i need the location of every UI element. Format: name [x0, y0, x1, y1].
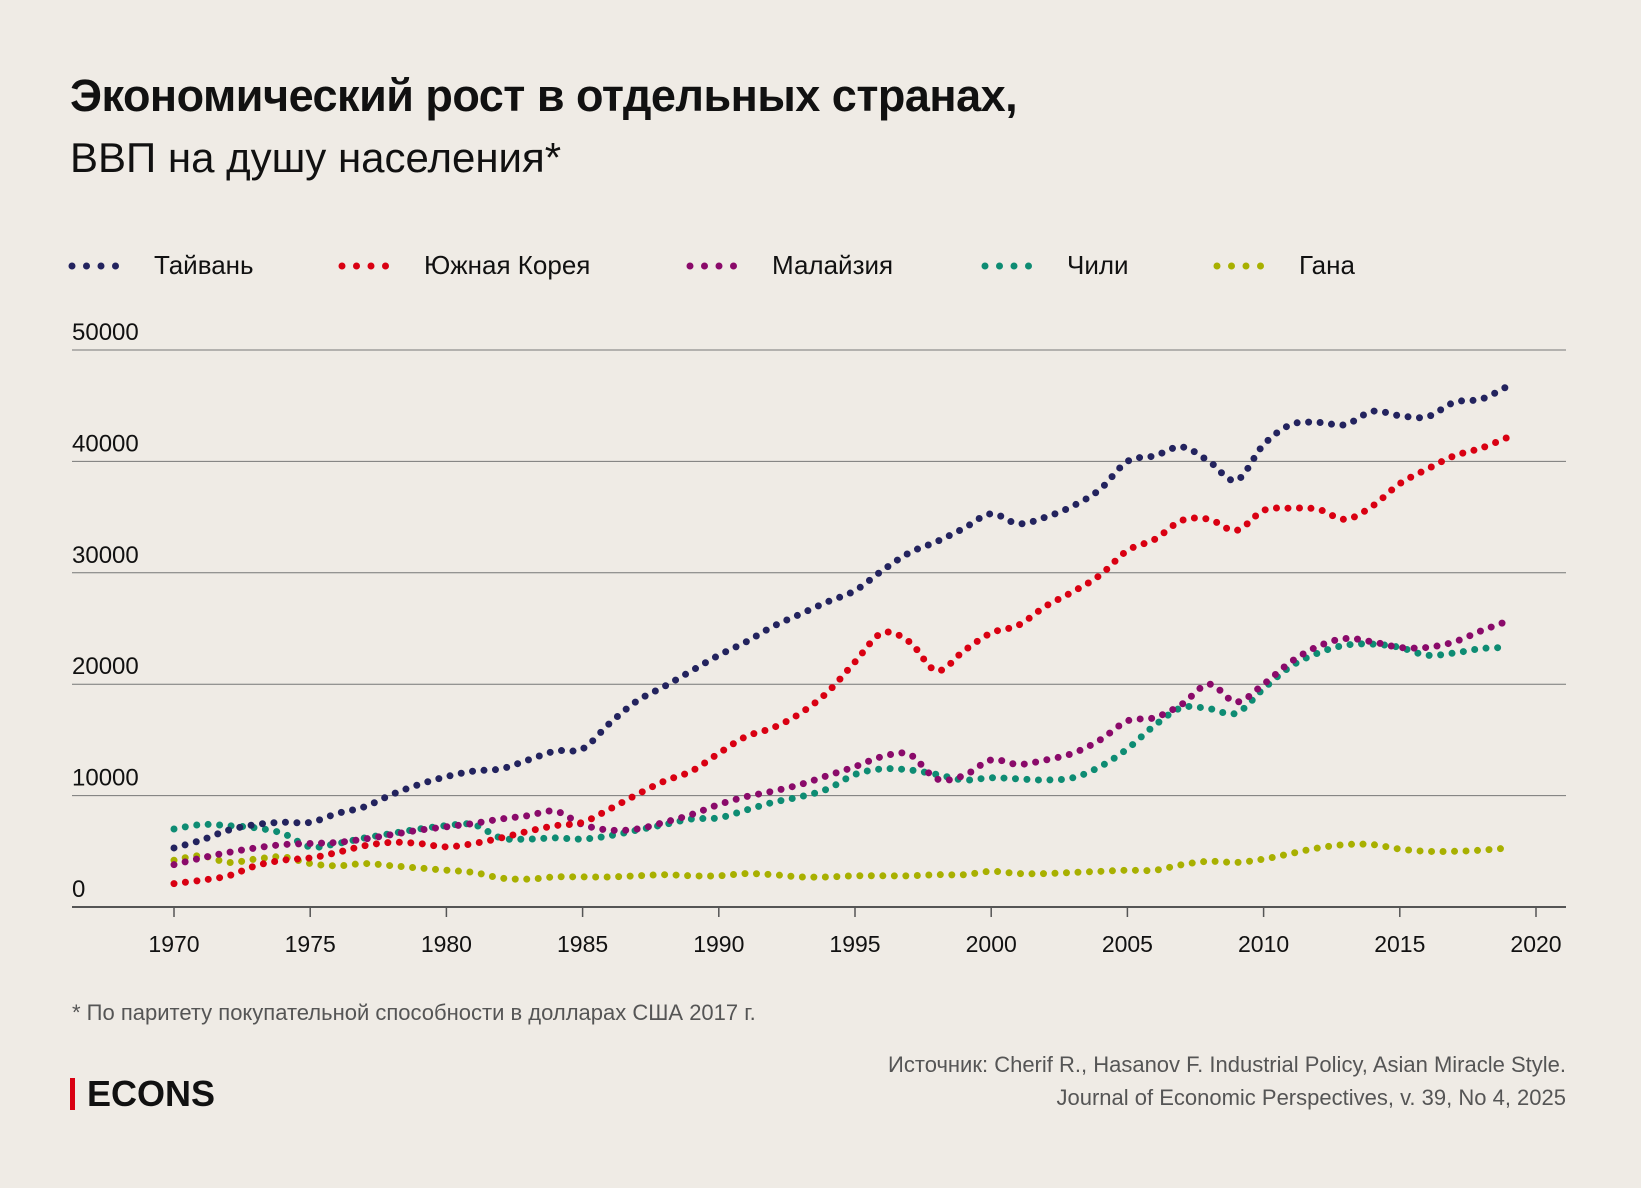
- y-tick-label: 30000: [72, 542, 139, 569]
- x-tick-label: 1975: [285, 931, 336, 957]
- x-tick-label: 2000: [966, 931, 1017, 957]
- series-line-3: [170, 640, 1513, 851]
- legend-label: Гана: [1299, 250, 1355, 280]
- x-tick-label: 1980: [421, 931, 472, 957]
- y-tick-label: 40000: [72, 430, 139, 457]
- legend-dots-icon: [981, 262, 1047, 269]
- source-note: Источник: Cherif R., Hasanov F. Industri…: [888, 1048, 1566, 1114]
- legend-item: Чили: [981, 250, 1213, 281]
- series-line-4: [170, 840, 1513, 883]
- x-tick-label: 1970: [148, 931, 199, 957]
- econs-logo: ECONS: [70, 1073, 215, 1115]
- chart-subtitle: ВВП на душу населения*: [70, 134, 562, 181]
- y-tick-label: 10000: [72, 765, 139, 792]
- chart-title: Экономический рост в отдельных странах,: [70, 70, 1018, 121]
- legend-dots-icon: [68, 262, 134, 269]
- legend-item: Южная Корея: [338, 250, 686, 281]
- legend-dots-icon: [1213, 262, 1279, 269]
- logo-text: ECONS: [87, 1073, 216, 1114]
- legend-item: Тайвань: [68, 250, 338, 281]
- logo-red-bar: [70, 1078, 75, 1110]
- series-line-1: [170, 433, 1513, 888]
- legend-label: Малайзия: [772, 250, 894, 280]
- legend-dots-icon: [338, 262, 404, 269]
- x-tick-label: 2020: [1510, 931, 1561, 957]
- legend: Тайвань Южная Корея Малайзия Чили Гана: [68, 250, 1373, 281]
- legend-label: Южная Корея: [424, 250, 591, 280]
- x-tick-label: 1995: [829, 931, 880, 957]
- y-tick-label: 0: [72, 876, 85, 903]
- line-chart: 0 10000 20000 30000 40000 50000 1970 1975 1980 19…: [72, 319, 1566, 957]
- x-tick-label: 1990: [693, 931, 744, 957]
- legend-item: Гана: [1213, 250, 1373, 281]
- legend-label: Тайвань: [154, 250, 254, 280]
- source-line-2: Journal of Economic Perspectives, v. 39,…: [1056, 1085, 1566, 1110]
- legend-dots-icon: [686, 262, 752, 269]
- legend-item: Малайзия: [686, 250, 981, 281]
- series-line-0: [170, 382, 1513, 852]
- x-tick-label: 2005: [1102, 931, 1153, 957]
- source-line-1: Источник: Cherif R., Hasanov F. Industri…: [888, 1052, 1566, 1077]
- y-tick-label: 50000: [72, 319, 139, 346]
- footnote: * По паритету покупательной способности …: [72, 1000, 756, 1025]
- x-tick-label: 2015: [1374, 931, 1425, 957]
- legend-label: Чили: [1067, 250, 1129, 280]
- y-tick-label: 20000: [72, 653, 139, 680]
- x-tick-label: 1985: [557, 931, 608, 957]
- x-tick-label: 2010: [1238, 931, 1289, 957]
